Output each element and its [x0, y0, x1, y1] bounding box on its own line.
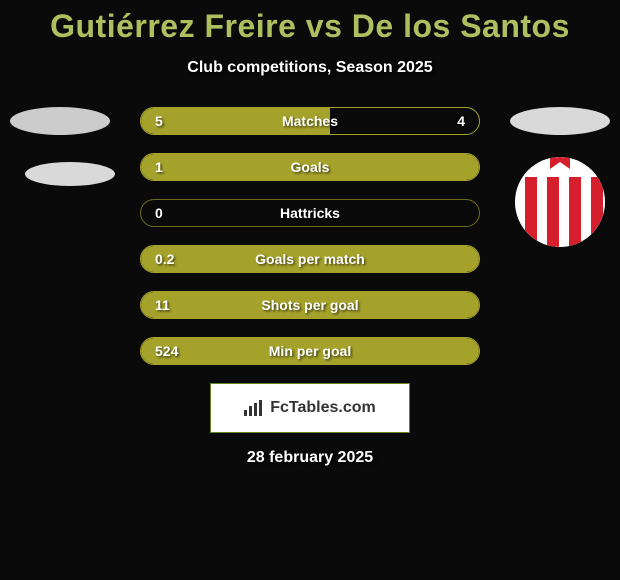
- club-crest-icon: [515, 157, 605, 247]
- stat-label: Goals per match: [141, 251, 479, 267]
- stat-bar: 0 Hattricks: [140, 199, 480, 227]
- comparison-area: 5 Matches 4 1 Goals 0 Hattricks 0: [0, 107, 620, 467]
- watermark-box: FcTables.com: [210, 383, 410, 433]
- stat-label: Shots per goal: [141, 297, 479, 313]
- stat-label: Hattricks: [141, 205, 479, 221]
- player-right-avatar-placeholder: [510, 107, 610, 135]
- club-badge-right: [515, 157, 605, 247]
- stat-bar: 1 Goals: [140, 153, 480, 181]
- player-left-avatar-placeholder-2: [25, 162, 115, 186]
- stat-label: Goals: [141, 159, 479, 175]
- stat-bar: 0.2 Goals per match: [140, 245, 480, 273]
- stat-label: Min per goal: [141, 343, 479, 359]
- stat-bar: 11 Shots per goal: [140, 291, 480, 319]
- player-left-avatar-placeholder-1: [10, 107, 110, 135]
- subtitle: Club competitions, Season 2025: [0, 59, 620, 77]
- stat-bar: 524 Min per goal: [140, 337, 480, 365]
- stat-bars: 5 Matches 4 1 Goals 0 Hattricks 0: [140, 107, 480, 365]
- chart-icon: [244, 400, 264, 416]
- stat-label: Matches: [141, 113, 479, 129]
- footer-date: 28 february 2025: [0, 449, 620, 467]
- page-title: Gutiérrez Freire vs De los Santos: [0, 0, 620, 45]
- watermark-label: FcTables.com: [270, 399, 376, 417]
- stat-bar: 5 Matches 4: [140, 107, 480, 135]
- stat-right-value: 4: [457, 113, 465, 129]
